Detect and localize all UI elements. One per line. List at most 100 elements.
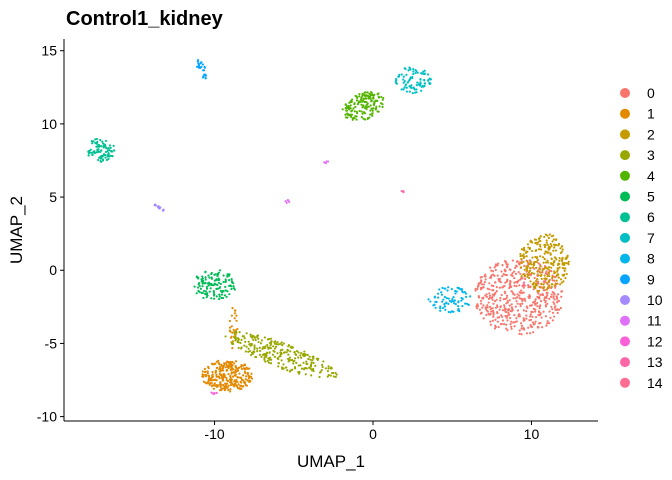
data-point — [546, 322, 549, 325]
data-point — [557, 243, 561, 246]
data-point — [208, 383, 211, 386]
data-point — [545, 241, 548, 244]
data-point — [447, 297, 450, 300]
data-point — [560, 290, 564, 293]
data-point — [267, 361, 271, 364]
data-point — [453, 302, 456, 305]
data-point — [92, 151, 95, 154]
data-point — [559, 283, 562, 286]
data-point — [534, 282, 537, 285]
data-point — [448, 299, 451, 302]
data-point — [225, 385, 228, 389]
data-point — [544, 266, 547, 269]
data-point — [247, 347, 250, 350]
data-point — [372, 94, 375, 97]
data-point — [363, 106, 366, 109]
data-point — [369, 91, 373, 94]
data-point — [514, 297, 517, 300]
data-point — [545, 296, 548, 300]
data-point — [529, 332, 532, 335]
data-point — [516, 302, 519, 305]
data-point — [506, 314, 509, 318]
data-point — [519, 305, 522, 308]
data-point — [374, 99, 378, 102]
data-point — [487, 297, 490, 300]
data-point — [245, 384, 248, 387]
data-point — [534, 286, 537, 290]
data-point — [225, 369, 228, 372]
data-point — [550, 305, 553, 308]
data-point — [528, 267, 532, 270]
data-point — [243, 344, 246, 347]
data-point — [242, 335, 245, 338]
data-point — [543, 296, 546, 300]
data-point — [193, 285, 196, 288]
data-point — [293, 359, 296, 362]
data-point — [499, 305, 502, 308]
data-point — [461, 291, 464, 294]
data-point — [235, 366, 238, 369]
data-point — [287, 360, 290, 363]
data-point — [556, 270, 559, 273]
data-point — [534, 298, 537, 301]
data-point — [416, 71, 419, 74]
data-point — [405, 73, 408, 76]
data-point — [501, 319, 505, 322]
data-point — [227, 372, 230, 376]
data-point — [231, 360, 234, 364]
data-point — [529, 324, 532, 327]
data-point — [551, 311, 555, 314]
data-point — [531, 256, 534, 259]
data-point — [90, 140, 93, 143]
data-point — [490, 310, 493, 313]
data-point — [412, 86, 415, 89]
data-point — [352, 107, 355, 110]
data-point — [218, 269, 222, 272]
data-point — [347, 107, 351, 110]
data-point — [371, 109, 374, 112]
data-point — [382, 96, 385, 100]
data-point — [420, 89, 423, 92]
data-point — [505, 302, 508, 305]
data-point — [228, 329, 231, 332]
data-point — [264, 360, 267, 363]
data-point — [224, 382, 227, 385]
data-point — [536, 243, 539, 246]
data-point — [210, 277, 213, 280]
data-point — [213, 362, 216, 365]
data-point — [228, 293, 231, 296]
data-point — [221, 377, 224, 380]
data-point — [454, 289, 457, 293]
data-point — [488, 292, 491, 295]
data-point — [508, 299, 511, 302]
data-point — [229, 365, 232, 368]
data-point — [456, 286, 459, 289]
data-point — [360, 116, 363, 119]
data-point — [268, 341, 272, 345]
data-point — [524, 277, 527, 281]
data-point — [207, 377, 210, 381]
data-point — [513, 270, 516, 273]
data-point — [522, 273, 525, 276]
data-point — [260, 339, 263, 342]
data-point — [545, 288, 549, 291]
data-point — [269, 356, 272, 359]
data-point — [562, 280, 565, 283]
data-point — [100, 156, 103, 159]
data-point — [249, 333, 252, 336]
data-point — [268, 351, 271, 354]
data-point — [96, 150, 99, 154]
data-point — [293, 357, 297, 360]
data-point — [219, 289, 222, 292]
data-point — [499, 296, 502, 300]
data-point — [402, 78, 405, 81]
data-point — [525, 332, 528, 335]
data-point — [566, 254, 569, 257]
data-point — [515, 285, 518, 288]
data-point — [529, 313, 532, 316]
data-point — [89, 148, 92, 151]
data-point — [108, 155, 111, 158]
data-point — [537, 280, 540, 283]
data-point — [237, 338, 241, 341]
data-point — [491, 270, 495, 273]
